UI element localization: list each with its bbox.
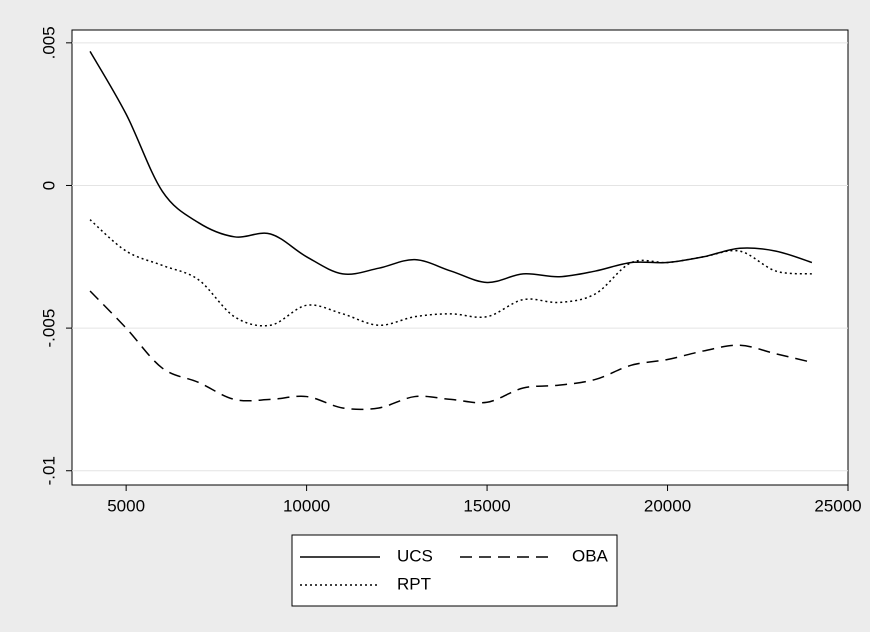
x-tick-label: 5000 bbox=[107, 496, 145, 515]
y-tick-label: -.005 bbox=[39, 309, 58, 348]
series-line bbox=[89, 51, 813, 284]
legend-box bbox=[291, 534, 618, 607]
x-tick-label: 25000 bbox=[814, 496, 861, 515]
x-tick-label: 20000 bbox=[644, 496, 691, 515]
x-tick-label: 10000 bbox=[283, 496, 330, 515]
legend-label: UCS bbox=[397, 546, 433, 565]
legend-label: RPT bbox=[397, 574, 431, 593]
series-line bbox=[89, 290, 813, 411]
legend-label: OBA bbox=[572, 546, 609, 565]
series-line bbox=[89, 219, 812, 327]
y-tick-label: 0 bbox=[39, 181, 58, 190]
y-tick-label: .005 bbox=[39, 26, 58, 59]
y-tick-label: -.01 bbox=[39, 456, 58, 485]
plot-area bbox=[71, 29, 849, 486]
x-tick-label: 15000 bbox=[463, 496, 510, 515]
